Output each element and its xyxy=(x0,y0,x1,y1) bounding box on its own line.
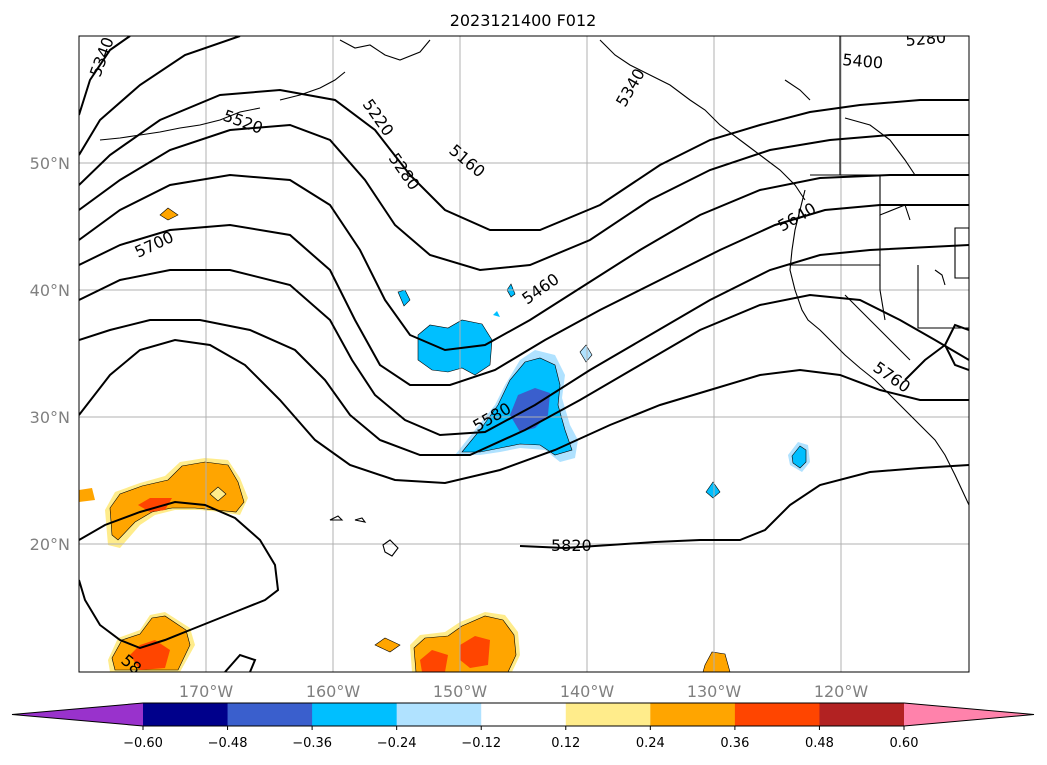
colorbar-segment xyxy=(650,703,736,726)
colorbar-segment xyxy=(734,703,820,726)
map-frame xyxy=(78,35,970,673)
colorbar-tick-label: 0.24 xyxy=(636,736,665,751)
contour-label: 5820 xyxy=(551,536,592,555)
lon-label: 150°W xyxy=(433,682,488,701)
colorbar-tick-label: 0.36 xyxy=(720,736,749,751)
lon-label: 120°W xyxy=(814,682,869,701)
colorbar-tick-label: 0.48 xyxy=(805,736,834,751)
colorbar-segment xyxy=(565,703,651,726)
contour-label: 5280 xyxy=(905,28,947,50)
colorbar-segment xyxy=(396,703,482,726)
lon-label: 160°W xyxy=(306,682,361,701)
colorbar-segment xyxy=(143,703,229,726)
negative-anomaly-shading xyxy=(397,283,810,499)
colorbar-segment xyxy=(312,703,398,726)
longitude-labels: 170°W 160°W 150°W 140°W 130°W 120°W xyxy=(179,682,869,701)
colorbar-tick-label: −0.48 xyxy=(208,736,248,751)
colorbar-tick-label: 0.60 xyxy=(890,736,919,751)
colorbar-tick-label: −0.36 xyxy=(292,736,332,751)
latitude-labels: 50°N 40°N 30°N 20°N xyxy=(30,154,70,554)
lon-label: 140°W xyxy=(560,682,615,701)
map-area: 5340 5220 5160 5340 5280 5400 5520 5280 … xyxy=(79,28,969,672)
lat-label: 30°N xyxy=(30,408,70,427)
colorbar-segment xyxy=(227,703,313,726)
colorbar-tick-label: −0.12 xyxy=(461,736,501,751)
colorbar-tick-label: −0.60 xyxy=(123,736,163,751)
colorbar-extend-max xyxy=(904,703,1034,726)
colorbar-segment xyxy=(819,703,905,726)
colorbar-tick-label: −0.24 xyxy=(377,736,417,751)
lon-label: 170°W xyxy=(179,682,234,701)
colorbar-segment xyxy=(481,703,567,726)
contour-label: 5400 xyxy=(842,50,884,72)
colorbar-extend-min xyxy=(12,703,143,726)
lat-label: 20°N xyxy=(30,535,70,554)
map-title: 2023121400 F012 xyxy=(450,11,597,30)
lat-label: 40°N xyxy=(30,281,70,300)
colorbar: −0.60 −0.48 −0.36 −0.24 −0.12 0.12 0.24 0.36 0.4… xyxy=(11,702,1035,751)
height-contours xyxy=(79,36,969,672)
lon-label: 130°W xyxy=(687,682,742,701)
colorbar-tick-label: 0.12 xyxy=(551,736,580,751)
lat-label: 50°N xyxy=(30,154,70,173)
